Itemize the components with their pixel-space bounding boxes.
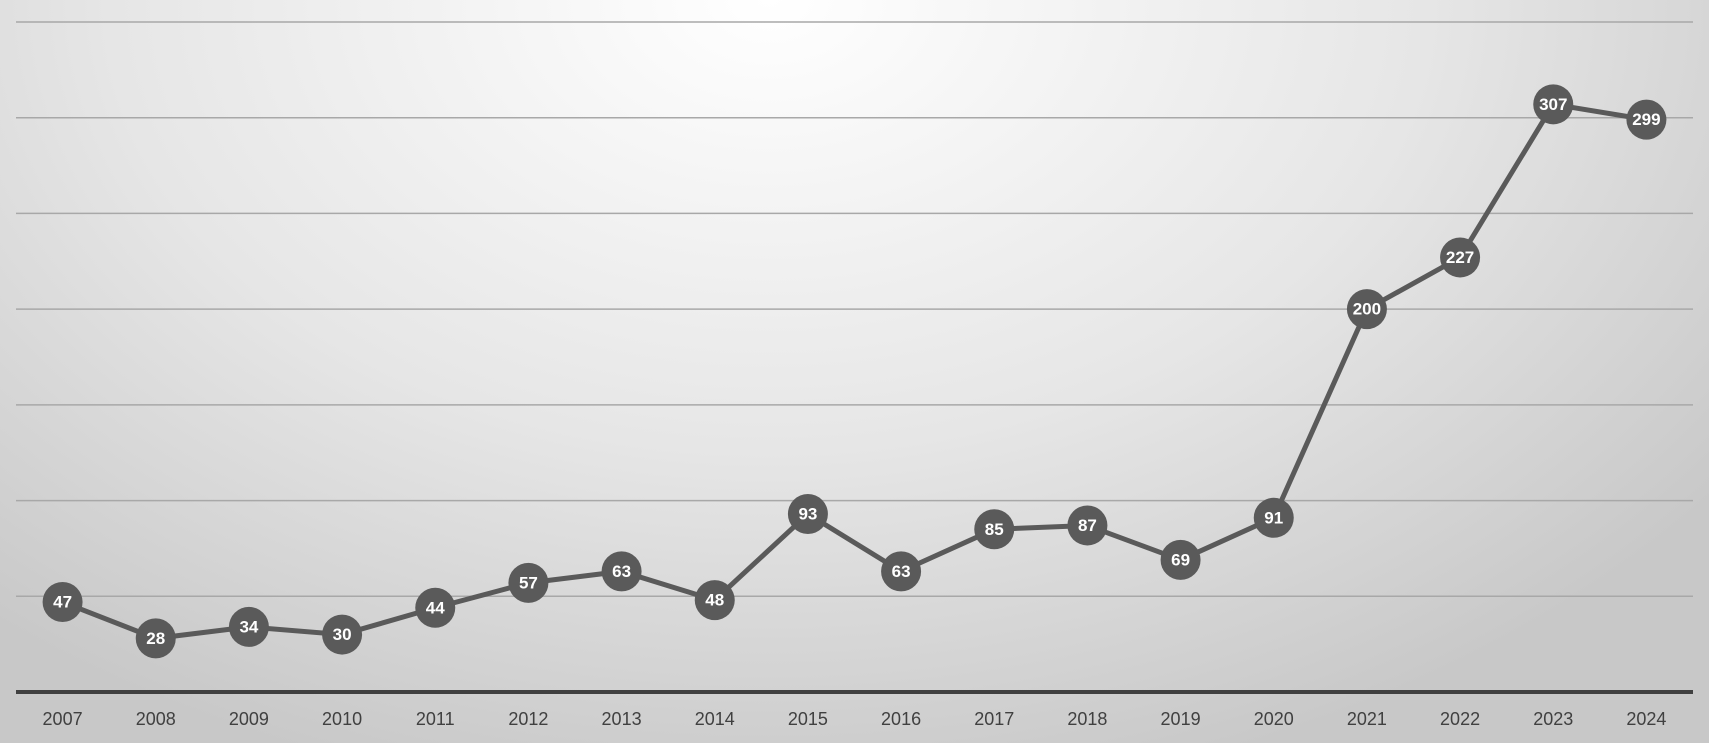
data-label: 91 xyxy=(1264,508,1283,527)
x-tick-label: 2009 xyxy=(229,709,269,729)
x-tick-label: 2016 xyxy=(881,709,921,729)
x-tick-label: 2012 xyxy=(508,709,548,729)
data-label: 28 xyxy=(146,629,165,648)
x-tick-label: 2022 xyxy=(1440,709,1480,729)
data-label: 44 xyxy=(426,598,445,617)
x-tick-label: 2023 xyxy=(1533,709,1573,729)
x-tick-label: 2011 xyxy=(416,709,455,729)
data-label: 63 xyxy=(892,562,911,581)
marker xyxy=(787,493,828,534)
data-label: 307 xyxy=(1539,95,1567,114)
x-tick-label: 2020 xyxy=(1254,709,1294,729)
marker xyxy=(228,606,269,647)
marker xyxy=(974,509,1015,550)
x-tick-label: 2010 xyxy=(322,709,362,729)
marker xyxy=(694,580,735,621)
x-tick-label: 2017 xyxy=(974,709,1014,729)
data-label: 48 xyxy=(705,591,724,610)
x-tick-label: 2018 xyxy=(1067,709,1107,729)
data-label: 85 xyxy=(985,520,1004,539)
x-tick-label: 2008 xyxy=(136,709,176,729)
x-tick-label: 2014 xyxy=(695,709,735,729)
data-label: 47 xyxy=(53,593,72,612)
marker xyxy=(1253,497,1294,538)
marker xyxy=(135,618,176,659)
marker xyxy=(1346,289,1387,330)
data-label: 227 xyxy=(1446,248,1474,267)
x-tick-label: 2015 xyxy=(788,709,828,729)
marker xyxy=(601,551,642,592)
x-tick-label: 2024 xyxy=(1626,709,1666,729)
x-tick-label: 2019 xyxy=(1161,709,1201,729)
marker xyxy=(1067,505,1108,546)
x-tick-label: 2021 xyxy=(1347,709,1387,729)
data-label: 87 xyxy=(1078,516,1097,535)
marker xyxy=(1626,99,1667,140)
marker xyxy=(42,582,83,623)
data-label: 57 xyxy=(519,573,538,592)
data-label: 30 xyxy=(333,625,352,644)
marker xyxy=(881,551,922,592)
data-label: 34 xyxy=(239,617,258,636)
data-label: 69 xyxy=(1171,550,1190,569)
line xyxy=(61,101,1647,641)
marker xyxy=(1533,84,1574,125)
marker xyxy=(1440,237,1481,278)
marker xyxy=(508,562,549,603)
marker xyxy=(415,587,456,628)
x-tick-label: 2013 xyxy=(602,709,642,729)
marker xyxy=(322,614,363,655)
data-label: 299 xyxy=(1632,110,1660,129)
data-label: 63 xyxy=(612,562,631,581)
data-label: 93 xyxy=(798,504,817,523)
x-tick-label: 2007 xyxy=(43,709,83,729)
data-label: 200 xyxy=(1353,300,1381,319)
marker xyxy=(1160,539,1201,580)
